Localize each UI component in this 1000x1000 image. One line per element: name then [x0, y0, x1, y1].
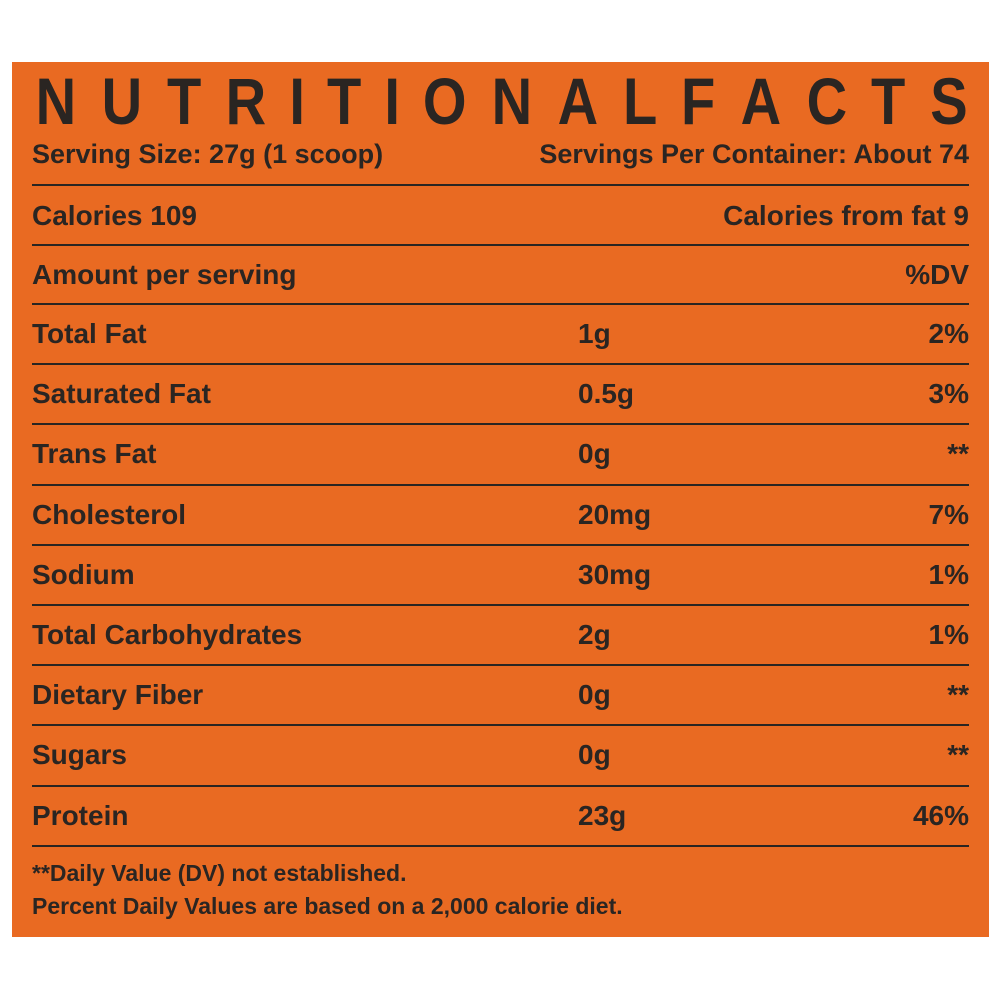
nutrient-dv: 3% — [928, 378, 969, 410]
servings-per-container: Servings Per Container: About 74 — [539, 139, 969, 169]
title-letter: N — [492, 64, 533, 138]
nutrient-dv: 7% — [928, 498, 969, 530]
title-letter: I — [289, 64, 305, 138]
title-letter: R — [225, 64, 267, 138]
footnote-dv: **Daily Value (DV) not established. — [32, 860, 407, 886]
nutrient-amount: 0g — [578, 679, 611, 711]
nutrient-name: Sodium — [32, 558, 135, 590]
nutrient-dv: 2% — [928, 318, 969, 349]
nutrient-name: Total Carbohydrates — [32, 619, 303, 650]
title-letter: T — [166, 64, 201, 138]
nutrient-amount: 0g — [578, 438, 611, 470]
nutrient-amount: 20mg — [578, 498, 652, 530]
nutrient-name: Protein — [32, 799, 129, 831]
title-letter: O — [422, 64, 467, 138]
nutrient-row: Sugars 0g ** — [32, 724, 969, 784]
nutrient-name: Cholesterol — [32, 498, 187, 530]
calories-row: Calories 109 Calories from fat 9 — [32, 184, 969, 245]
nutrient-dv: 46% — [912, 799, 969, 831]
serving-size: Serving Size: 27g (1 scoop) — [32, 139, 384, 169]
title-letter: S — [930, 64, 968, 138]
nutrient-name: Dietary Fiber — [32, 679, 204, 711]
nutrient-amount: 1g — [578, 318, 611, 349]
dv-header: %DV — [905, 259, 969, 290]
footnotes: **Daily Value (DV) not established. Perc… — [32, 857, 623, 923]
nutrient-name: Trans Fat — [32, 438, 157, 470]
nutrient-dv: ** — [947, 438, 969, 470]
nutrient-row: Trans Fat 0g ** — [32, 423, 969, 483]
divider — [32, 845, 969, 847]
nutrient-row: Sodium 30mg 1% — [32, 543, 969, 604]
nutrient-amount: 2g — [578, 619, 611, 650]
nutrient-amount: 0g — [578, 739, 611, 771]
title-letter: A — [557, 64, 599, 138]
title-letter: C — [806, 64, 847, 138]
nutrient-amount: 23g — [578, 799, 627, 831]
title-letter: T — [871, 64, 906, 138]
nutrient-dv: 1% — [928, 619, 969, 650]
title-letter: N — [35, 64, 77, 138]
nutrient-dv: ** — [947, 739, 969, 771]
title-letter: T — [327, 64, 362, 138]
calories-from-fat: Calories from fat 9 — [723, 199, 969, 231]
title-letter: F — [681, 64, 716, 138]
title-letter: U — [101, 64, 142, 138]
nutrient-amount: 0.5g — [578, 378, 635, 410]
amount-header-row: Amount per serving %DV — [32, 244, 969, 304]
amount-header: Amount per serving — [32, 259, 297, 290]
calories: Calories 109 — [32, 199, 197, 231]
title-letter: L — [623, 64, 658, 138]
footnote-diet: Percent Daily Values are based on a 2,00… — [32, 893, 623, 919]
nutrient-dv: ** — [947, 679, 969, 711]
nutrient-name: Saturated Fat — [32, 378, 211, 410]
nutrient-row: Dietary Fiber 0g ** — [32, 664, 969, 724]
serving-info: Serving Size: 27g (1 scoop) Servings Per… — [32, 134, 969, 174]
nutrient-name: Sugars — [32, 739, 127, 771]
nutrient-dv: 1% — [928, 558, 969, 590]
title-letter: A — [740, 64, 781, 138]
nutrient-row: Total Fat 1g 2% — [32, 303, 969, 363]
nutrient-row: Total Carbohydrates 2g 1% — [32, 604, 969, 664]
nutrient-amount: 30mg — [578, 558, 652, 590]
title-letter: I — [383, 64, 400, 138]
nutrient-name: Total Fat — [32, 318, 147, 349]
nutrient-row: Protein 23g 46% — [32, 784, 969, 845]
nutrient-row: Cholesterol 20mg 7% — [32, 483, 969, 544]
nutrient-row: Saturated Fat 0.5g 3% — [32, 363, 969, 423]
